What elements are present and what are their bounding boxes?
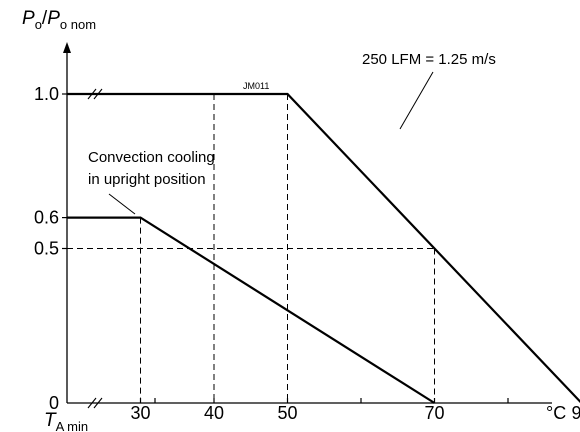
y-axis-label: Po/Po nom: [22, 8, 96, 32]
x-axis-unit: °C: [546, 403, 566, 423]
annotation-code: JM011: [243, 81, 269, 91]
leader-convection: [108, 193, 136, 215]
y1-line-break-1: [93, 88, 103, 100]
x-axis-start-label: TA min: [44, 410, 88, 432]
x-tick-label: 40: [204, 403, 224, 423]
x-axis-break-0: [87, 397, 97, 409]
y-axis-arrow: [63, 42, 71, 53]
series-forced-air: [67, 92, 580, 404]
grid-lines: [67, 94, 435, 403]
x-tick-label: 90: [571, 403, 580, 423]
axes: [63, 42, 552, 409]
x-axis-break-1: [93, 397, 103, 409]
x-tick-label: 30: [130, 403, 150, 423]
leader-forced-air: [399, 71, 434, 130]
y-tick-label: 0.6: [34, 208, 59, 228]
annotation-forced-air: 250 LFM = 1.25 m/s: [362, 51, 496, 68]
x-tick-label: 50: [277, 403, 297, 423]
series-lines: [67, 92, 580, 404]
y1-line-break-0: [87, 88, 97, 100]
y-tick-label: 0: [49, 393, 59, 413]
x-tick-label: 70: [424, 403, 444, 423]
annotation-convection-line1: Convection cooling: [88, 149, 215, 166]
tick-labels: 0 0.5 0.6 1.0 30 40 50 70 90: [34, 84, 580, 423]
y-tick-label: 0.5: [34, 239, 59, 259]
series-convection: [67, 216, 436, 404]
annotation-convection-line2: in upright position: [88, 171, 206, 188]
y-tick-label: 1.0: [34, 84, 59, 104]
